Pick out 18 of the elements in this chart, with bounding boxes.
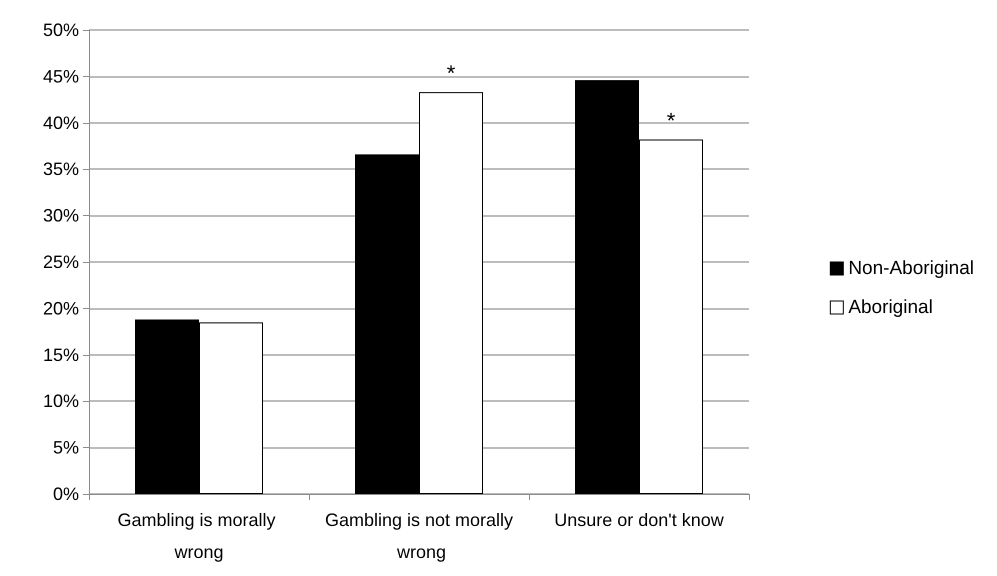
y-tick-label: 5% xyxy=(52,438,79,458)
legend-label: Aboriginal xyxy=(848,297,933,318)
y-tick-label: 45% xyxy=(42,66,79,86)
y-tick-label: 40% xyxy=(42,112,79,133)
annotation: * xyxy=(446,60,456,86)
annotation: * xyxy=(666,108,676,134)
y-tick-label: 25% xyxy=(42,252,79,272)
x-tick-label: Unsure or don't know xyxy=(554,510,725,530)
legend-label: Non-Aboriginal xyxy=(848,258,974,279)
x-tick-label: Gambling is morally wrong xyxy=(117,510,281,562)
y-tick-label: 10% xyxy=(42,391,79,412)
y-tick-label: 35% xyxy=(42,159,79,180)
y-tick-label: 30% xyxy=(42,206,79,226)
x-tick-label: Gambling is not morally wrong xyxy=(324,510,514,562)
y-tick-label: 15% xyxy=(42,344,79,365)
y-tick-label: 50% xyxy=(42,20,79,40)
y-tick-label: 20% xyxy=(42,298,79,318)
y-tick-label: 0% xyxy=(52,484,79,504)
